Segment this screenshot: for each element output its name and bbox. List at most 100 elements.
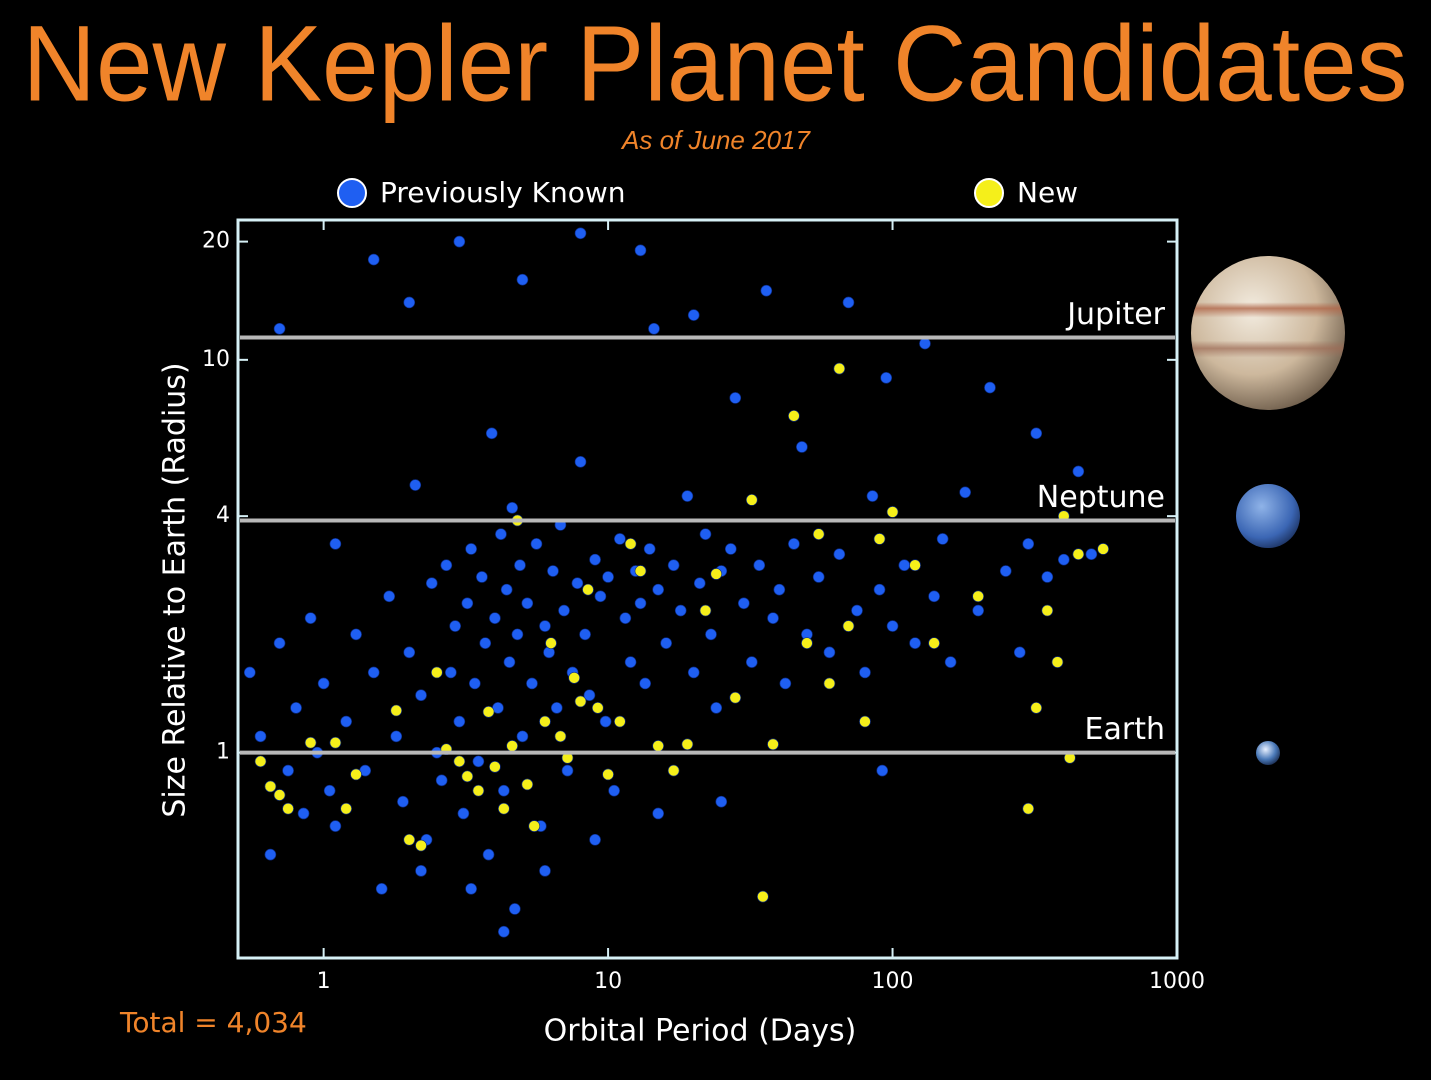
data-point [796, 441, 808, 453]
data-point [614, 533, 626, 545]
data-point [521, 597, 534, 610]
data-point [1085, 548, 1098, 561]
data-point [643, 543, 656, 555]
data-point [594, 590, 607, 603]
data-point [506, 740, 518, 752]
data-point [652, 807, 664, 820]
data-point [506, 502, 518, 514]
data-point [453, 755, 466, 768]
data-point [729, 691, 742, 704]
reference-label: Jupiter [1065, 297, 1165, 332]
data-point [582, 583, 594, 596]
data-point [823, 646, 836, 659]
data-point [1030, 427, 1043, 440]
data-point [919, 337, 931, 350]
data-point [602, 571, 614, 583]
data-point [652, 583, 664, 596]
y-tick-label: 20 [202, 229, 230, 254]
planet-images [1191, 256, 1345, 765]
data-point [738, 597, 750, 610]
data-point [886, 620, 899, 632]
data-point [403, 296, 416, 309]
data-point [574, 456, 587, 468]
data-point [375, 883, 388, 895]
data-point [767, 612, 779, 624]
data-point [667, 559, 680, 572]
data-point [340, 802, 352, 815]
x-tick-label: 1000 [1149, 969, 1205, 994]
data-point [539, 620, 551, 632]
data-point [304, 736, 317, 749]
data-point [485, 427, 498, 440]
data-point [453, 235, 466, 248]
data-point [812, 571, 825, 583]
data-point [876, 764, 889, 777]
data-point [367, 666, 380, 679]
x-tick-label: 10 [594, 969, 622, 994]
x-tick-label: 100 [872, 969, 914, 994]
data-point [403, 833, 416, 846]
data-point [409, 479, 422, 491]
data-point [859, 715, 871, 728]
data-point [297, 807, 310, 820]
earth-image [1256, 741, 1280, 765]
data-point [574, 227, 587, 240]
data-point [323, 784, 336, 797]
data-point [624, 656, 637, 668]
reference-label: Earth [1085, 712, 1165, 747]
data-point [1097, 543, 1109, 555]
data-point [273, 637, 286, 649]
data-point [329, 820, 342, 832]
data-point [440, 559, 453, 572]
data-point [1041, 571, 1054, 583]
data-point [397, 795, 409, 808]
data-point [1030, 702, 1043, 714]
legend-label: New [1017, 176, 1078, 209]
data-point [936, 533, 949, 545]
data-point [674, 604, 687, 617]
data-point [489, 761, 501, 773]
data-point [469, 677, 481, 690]
data-point [779, 677, 792, 690]
data-point [1022, 802, 1035, 815]
data-point [859, 666, 871, 679]
data-point [652, 740, 664, 752]
data-point [984, 381, 996, 394]
data-point [681, 490, 694, 502]
data-point [561, 764, 574, 777]
data-point [498, 784, 510, 797]
data-point [461, 770, 474, 783]
data-point [767, 738, 779, 751]
data-point [842, 620, 855, 632]
data-point [482, 848, 495, 861]
data-point [329, 538, 342, 550]
data-point [503, 656, 516, 668]
y-tick-label: 1 [216, 740, 230, 765]
data-point [812, 528, 825, 540]
data-point [842, 296, 855, 309]
data-point [465, 883, 477, 895]
data-point [350, 768, 362, 781]
data-point [589, 833, 601, 846]
data-point [329, 736, 342, 749]
data-point [254, 755, 267, 768]
data-point [383, 590, 395, 603]
data-point [390, 704, 403, 717]
data-point [745, 656, 758, 668]
chart-subtitle: As of June 2017 [620, 125, 811, 155]
data-point [425, 577, 438, 589]
chart-title: New Kepler Planet Candidates [23, 3, 1408, 124]
data-point [788, 410, 800, 422]
data-point [282, 764, 294, 777]
data-point [681, 738, 694, 751]
data-point [589, 553, 601, 566]
data-point [583, 689, 596, 702]
data-point [833, 362, 846, 375]
legend-label: Previously Known [380, 176, 625, 209]
data-point [574, 695, 587, 708]
data-point [317, 677, 330, 690]
data-point [724, 543, 737, 555]
data-point [1041, 604, 1054, 617]
data-point [634, 244, 647, 257]
data-point [972, 604, 984, 617]
